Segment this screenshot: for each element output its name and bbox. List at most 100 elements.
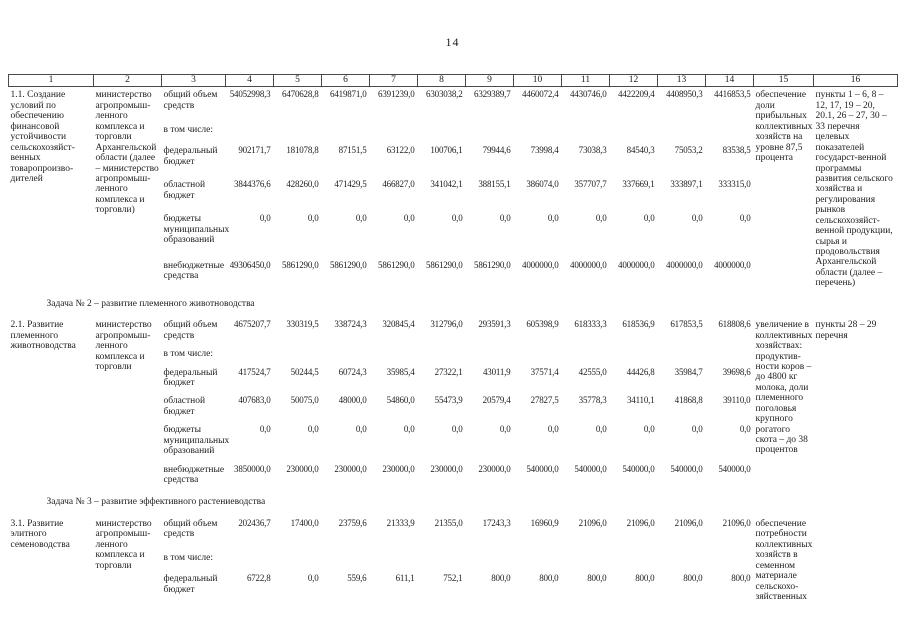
finance-value-cell: 230000,0 xyxy=(430,463,463,474)
finance-value-cell: 0,0 xyxy=(355,213,367,224)
finance-value-cell: 21096,0 xyxy=(626,517,655,528)
finance-value-cell: 39698,6 xyxy=(722,366,751,377)
finance-label-cell: общий объем средств xyxy=(163,518,218,540)
table-row: внебюджетные средства 3850000,0 230000,0 23… xyxy=(9,462,898,491)
finance-value-cell: 0,0 xyxy=(451,424,463,435)
finance-value-cell: 800,0 xyxy=(491,573,511,584)
result-cell: увеличение в коллективных хозяйствах: пр… xyxy=(755,320,813,456)
finance-value-cell: 4000000,0 xyxy=(618,259,655,270)
finance-value-cell: 333315,0 xyxy=(718,179,751,190)
finance-value-cell: 0,0 xyxy=(595,424,607,435)
finance-value-cell: 902171,7 xyxy=(238,145,271,156)
finance-value-cell: 17400,0 xyxy=(290,517,319,528)
result-cell: обеспечение потребности коллективных хоз… xyxy=(755,518,813,602)
finance-value-cell xyxy=(226,550,274,572)
finance-value-cell: 800,0 xyxy=(683,573,703,584)
finance-value-cell: 21096,0 xyxy=(578,517,607,528)
finance-value-cell: 0,0 xyxy=(499,424,511,435)
finance-value-cell: 466827,0 xyxy=(382,179,415,190)
column-number-cell: 7 xyxy=(369,73,418,88)
finance-value-cell xyxy=(418,346,466,364)
table-row: бюджеты муниципальных образований 0,0 0,0 0… xyxy=(9,211,898,257)
finance-value-cell xyxy=(322,346,370,364)
finance-value-cell: 5861290,0 xyxy=(426,259,463,270)
finance-value-cell: 611,1 xyxy=(395,573,415,584)
finance-value-cell xyxy=(514,550,562,572)
finance-value-cell xyxy=(370,550,418,572)
column-number-cell: 13 xyxy=(657,73,706,88)
finance-value-cell xyxy=(610,550,658,572)
reference-cell xyxy=(814,516,898,606)
finance-value-cell: 3844376,6 xyxy=(234,179,271,190)
finance-value-cell xyxy=(226,346,274,364)
finance-value-cell: 417524,7 xyxy=(238,366,271,377)
finance-value-cell: 79944,6 xyxy=(482,145,511,156)
finance-value-cell xyxy=(562,122,610,144)
finance-value-cell: 752,1 xyxy=(443,573,463,584)
finance-value-cell: 21355,0 xyxy=(434,517,463,528)
finance-value-cell: 0,0 xyxy=(547,213,559,224)
finance-value-cell: 0,0 xyxy=(547,424,559,435)
finance-value-cell xyxy=(226,122,274,144)
finance-value-cell: 4675207,7 xyxy=(234,319,271,330)
finance-value-cell: 312796,0 xyxy=(430,319,463,330)
finance-value-cell: 4430746,0 xyxy=(570,89,607,100)
executor-cell: министерство агропромыш-ленного комплекс… xyxy=(95,90,159,216)
column-number-cell: 4 xyxy=(225,73,274,88)
finance-value-cell: 49306450,0 xyxy=(229,259,271,270)
finance-value-cell: 73998,4 xyxy=(530,145,559,156)
finance-value-cell: 42555,0 xyxy=(578,366,607,377)
finance-value-cell: 388155,1 xyxy=(478,179,511,190)
finance-value-cell: 0,0 xyxy=(307,213,319,224)
executor-cell: министерство агропромыш-ленного комплекс… xyxy=(95,320,152,372)
finance-label-cell: в том числе: xyxy=(163,349,214,360)
table-row: 1.1. Создание условий по обеспечению фин… xyxy=(9,87,898,289)
column-number-cell: 1 xyxy=(8,73,94,88)
finance-value-cell: 0,0 xyxy=(739,213,751,224)
finance-value-cell: 540000,0 xyxy=(574,463,607,474)
program-finance-table: 1 2 3 4 5 6 7 8 9 10 11 12 13 14 15 16 1.1. Создание ус… xyxy=(8,73,898,605)
finance-label-cell: бюджеты муниципальных образований xyxy=(163,425,230,457)
finance-value-cell: 4000000,0 xyxy=(522,259,559,270)
finance-value-cell: 202436,7 xyxy=(238,517,271,528)
finance-value-cell xyxy=(466,550,514,572)
finance-value-cell xyxy=(706,346,754,364)
table-row: внебюджетные средства 49306450,0 5861290,0… xyxy=(9,258,898,292)
task-subheader: Задача № 3 – развитие эффективного расте… xyxy=(46,497,266,508)
finance-value-cell xyxy=(562,346,610,364)
finance-value-cell: 0,0 xyxy=(643,213,655,224)
finance-value-cell: 471429,5 xyxy=(334,179,367,190)
finance-value-cell: 17243,3 xyxy=(482,517,511,528)
finance-value-cell: 540000,0 xyxy=(718,463,751,474)
finance-value-cell: 0,0 xyxy=(499,213,511,224)
finance-value-cell: 75053,2 xyxy=(674,145,703,156)
finance-value-cell xyxy=(322,122,370,144)
finance-value-cell: 60724,3 xyxy=(338,366,367,377)
finance-value-cell: 4408950,3 xyxy=(666,89,703,100)
finance-value-cell: 5861290,0 xyxy=(282,259,319,270)
finance-label-cell: областной бюджет xyxy=(163,396,206,417)
item-cell: 1.1. Создание условий по обеспечению фин… xyxy=(10,90,75,184)
finance-value-cell: 35985,4 xyxy=(386,366,415,377)
finance-value-cell: 341042,1 xyxy=(430,179,463,190)
finance-value-cell: 54052998,3 xyxy=(229,89,271,100)
column-number-cell: 16 xyxy=(813,73,898,88)
column-number-cell: 3 xyxy=(161,73,226,88)
reference-cell: пункты 28 – 29 перечня xyxy=(815,320,877,341)
finance-value-cell: 48000,0 xyxy=(338,395,367,406)
finance-value-cell: 0,0 xyxy=(307,424,319,435)
finance-value-cell xyxy=(418,122,466,144)
finance-value-cell: 54860,0 xyxy=(386,395,415,406)
table-row: 3.1. Развитие элитного семеноводства мини… xyxy=(9,516,898,602)
finance-value-cell: 181078,8 xyxy=(286,145,319,156)
finance-label-cell: внебюджетные средства xyxy=(163,464,225,485)
finance-value-cell: 4000000,0 xyxy=(666,259,703,270)
finance-value-cell: 0,0 xyxy=(595,213,607,224)
finance-value-cell: 320845,4 xyxy=(382,319,415,330)
finance-value-cell: 6722,8 xyxy=(246,573,271,584)
finance-value-cell: 293591,3 xyxy=(478,319,511,330)
finance-value-cell: 6419871,0 xyxy=(330,89,367,100)
finance-value-cell: 6391239,0 xyxy=(378,89,415,100)
finance-label-cell: в том числе: xyxy=(163,124,214,135)
finance-value-cell: 20579,4 xyxy=(482,395,511,406)
